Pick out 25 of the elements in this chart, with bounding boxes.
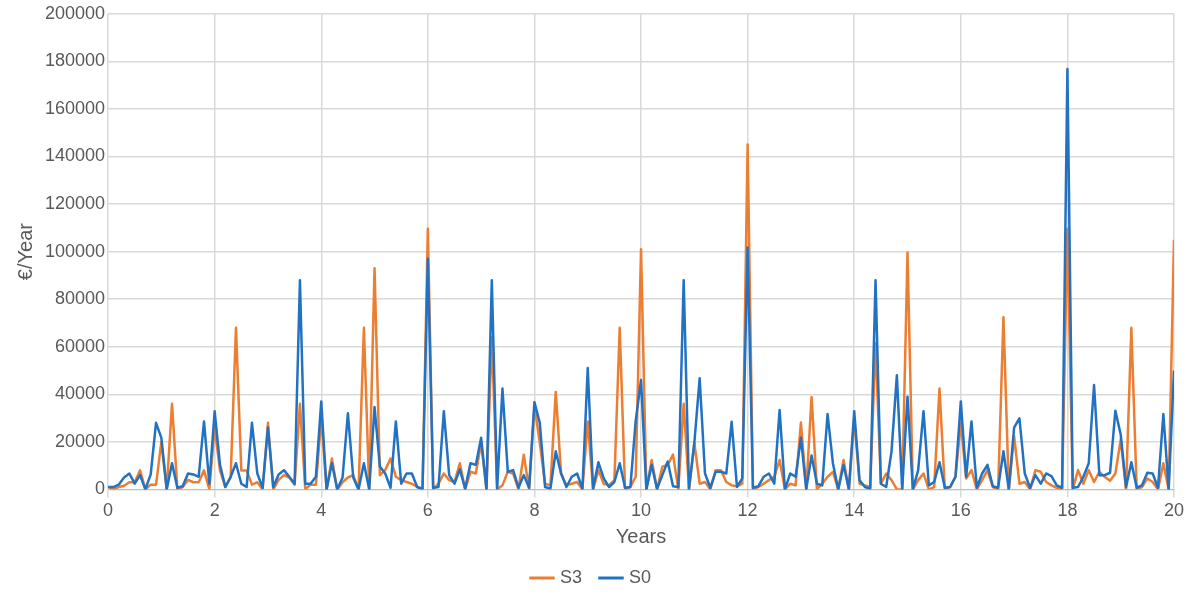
x-tick-label: 8 [529,500,540,521]
y-tick-label: 0 [95,478,106,499]
y-tick-label: 20000 [55,430,106,451]
x-tick-label: 12 [737,500,758,521]
y-tick-label: 140000 [44,145,106,166]
y-tick-label: 200000 [44,2,106,23]
x-tick-label: 16 [950,500,971,521]
x-tick-label: 2 [209,500,220,521]
y-tick-label: 180000 [44,50,106,71]
y-tick-label: 40000 [55,383,106,404]
x-tick-label: 14 [844,500,865,521]
legend-label: S3 [559,566,583,587]
x-tick-label: 6 [422,500,433,521]
legend-label: S0 [629,566,652,587]
x-tick-label: 10 [631,500,652,521]
y-tick-label: 160000 [44,97,106,118]
y-tick-label: 100000 [44,240,106,261]
y-axis-title: €/Year [13,222,36,281]
x-tick-label: 4 [316,500,327,521]
x-tick-label: 18 [1057,500,1078,521]
y-tick-label: 60000 [55,335,106,356]
y-tick-label: 80000 [55,288,106,309]
x-tick-label: 20 [1163,500,1185,521]
y-tick-label: 120000 [44,193,106,214]
x-axis-title: Years [615,524,667,547]
